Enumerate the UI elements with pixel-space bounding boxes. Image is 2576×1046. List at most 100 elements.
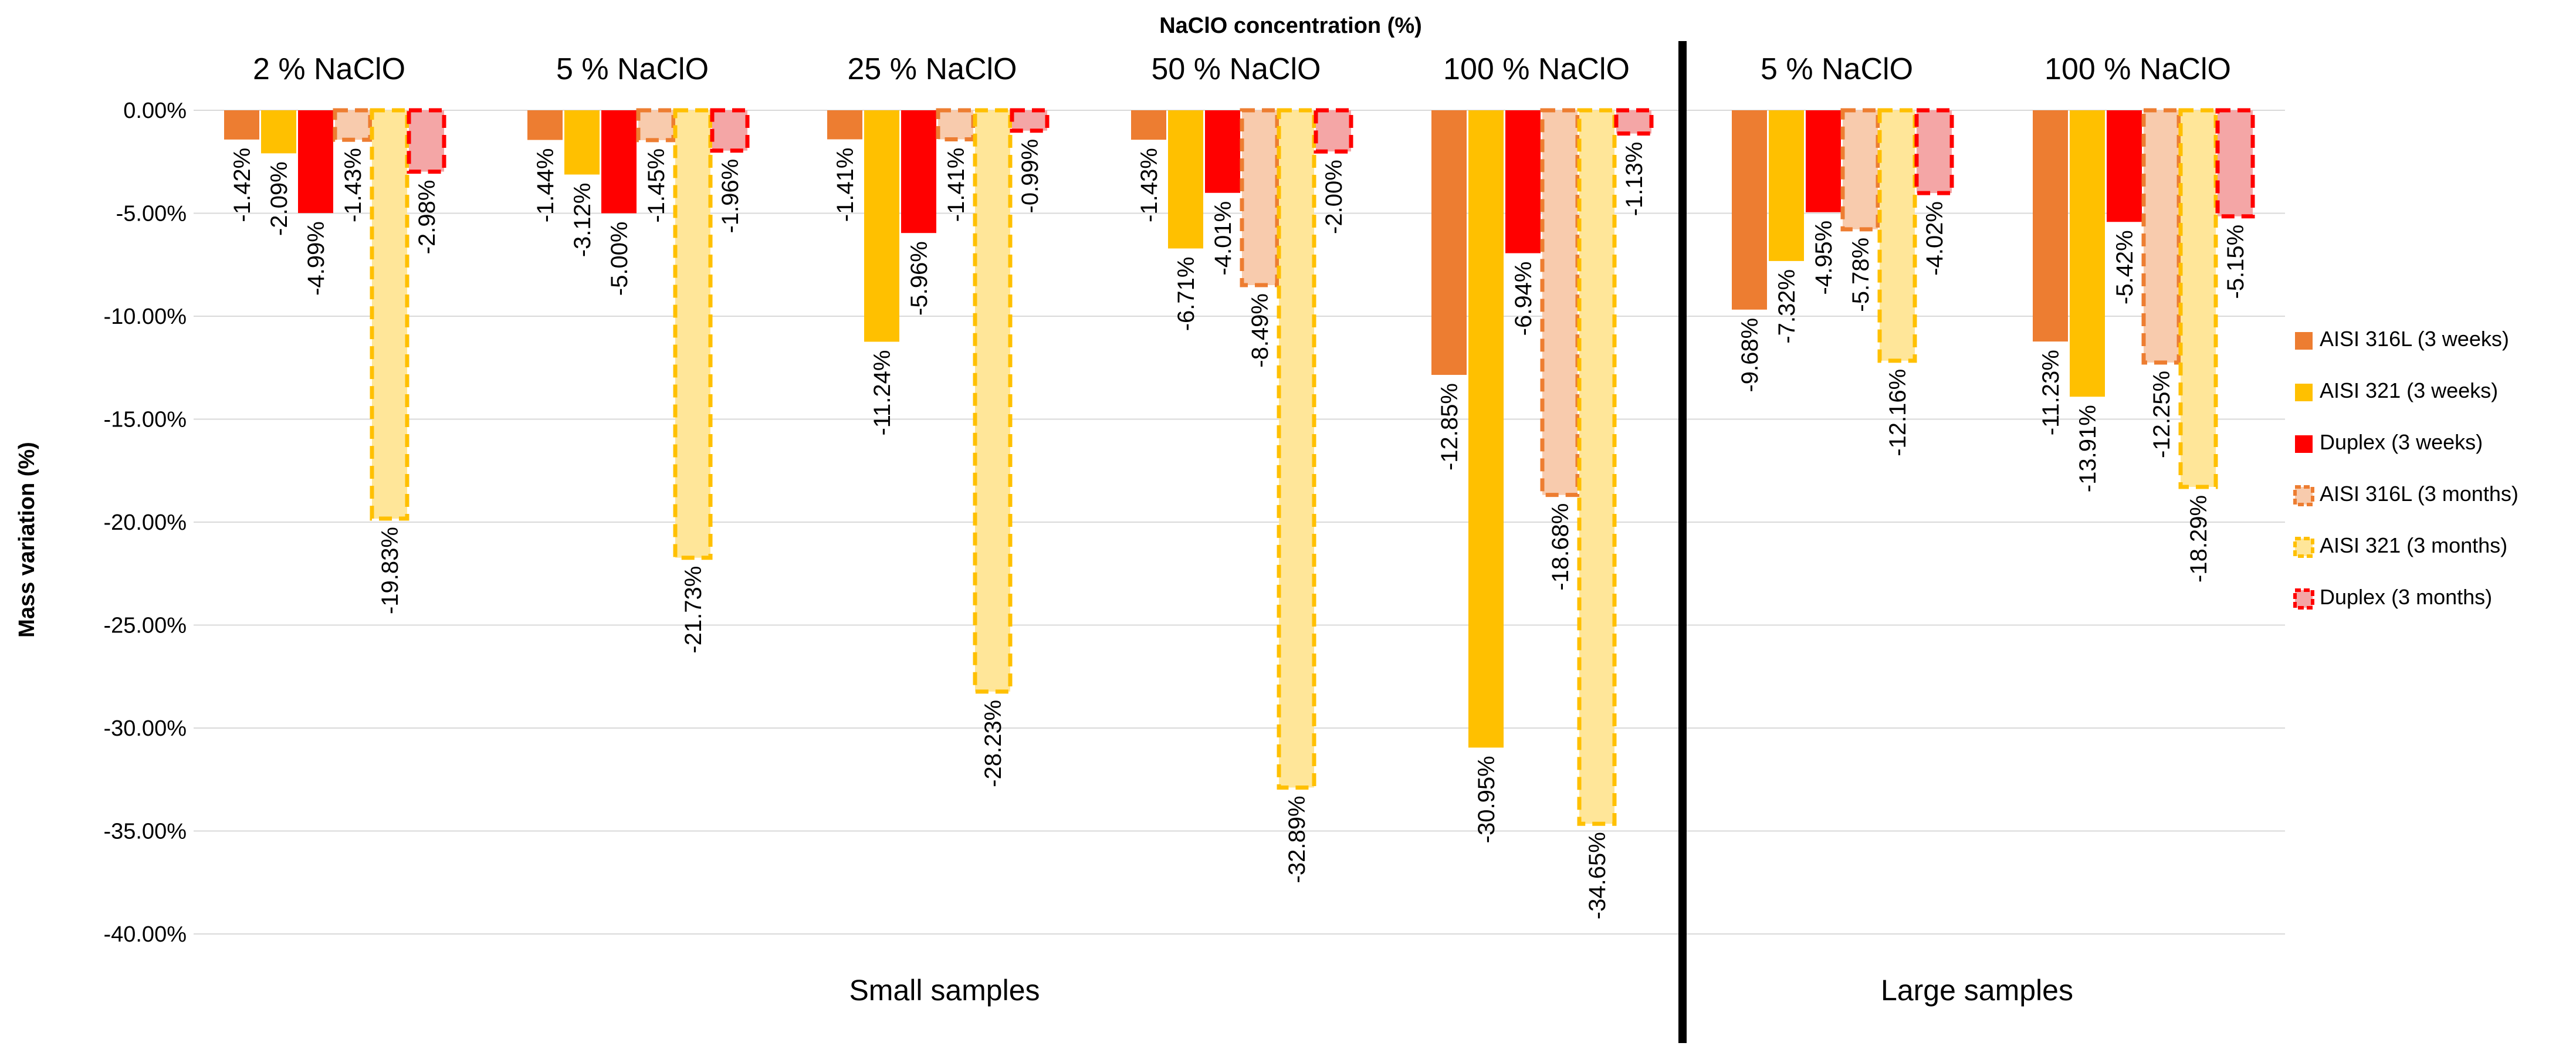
data-label: -18.29% — [2186, 495, 2212, 583]
bar — [864, 110, 899, 342]
data-label: -32.89% — [1284, 795, 1310, 883]
data-label: -6.94% — [1511, 262, 1536, 336]
data-label: -11.23% — [2038, 350, 2064, 435]
data-label: -19.83% — [377, 527, 403, 614]
y-axis-title: Mass variation (%) — [15, 442, 39, 638]
bar — [298, 110, 333, 214]
y-tick-label: 0.00% — [123, 99, 187, 123]
bar — [2033, 110, 2068, 342]
bar — [710, 108, 750, 153]
data-label: -2.98% — [414, 180, 440, 255]
bar — [636, 108, 676, 143]
bar — [1131, 110, 1166, 140]
data-label: -9.68% — [1737, 318, 1763, 392]
bar — [827, 110, 862, 140]
data-label: -5.42% — [2112, 230, 2138, 304]
bar — [1806, 110, 1841, 212]
data-label: -1.43% — [340, 148, 366, 222]
category-label: 25 % NaClO — [848, 52, 1017, 86]
bar — [370, 108, 409, 521]
legend-label: AISI 316L (3 months) — [2320, 482, 2519, 506]
data-label: -5.00% — [607, 222, 632, 296]
data-label: -21.73% — [681, 566, 706, 654]
bar — [527, 110, 563, 140]
data-label: -13.91% — [2075, 405, 2101, 492]
bar — [673, 108, 713, 560]
bar — [2215, 108, 2255, 219]
bar — [901, 110, 936, 233]
data-label: -1.44% — [533, 148, 558, 223]
data-label: -5.15% — [2223, 225, 2249, 299]
bar — [1314, 108, 1353, 154]
data-label: -1.96% — [717, 159, 743, 233]
data-label: -4.95% — [1811, 221, 1837, 295]
bar — [1468, 110, 1504, 748]
y-tick-label: -15.00% — [103, 408, 187, 432]
bar — [261, 110, 296, 154]
legend-swatch — [2295, 332, 2313, 350]
legend-swatch — [2295, 435, 2313, 453]
bar — [333, 108, 373, 142]
category-label: 50 % NaClO — [1152, 52, 1321, 86]
data-label: -5.96% — [906, 241, 932, 316]
legend-swatch — [2295, 384, 2313, 401]
data-label: -1.42% — [229, 148, 255, 222]
bar — [2107, 110, 2142, 222]
data-label: -7.32% — [1774, 269, 1800, 344]
data-label: -4.99% — [303, 221, 329, 296]
data-label: -2.00% — [1321, 160, 1347, 234]
bar — [1505, 110, 1541, 253]
legend-label: AISI 321 (3 months) — [2320, 533, 2507, 557]
bar — [1540, 108, 1580, 497]
bar — [1877, 108, 1917, 363]
bar — [564, 110, 600, 175]
chart-title: NaClO concentration (%) — [1159, 13, 1422, 38]
data-label: -1.45% — [644, 148, 669, 223]
bar — [1168, 110, 1203, 249]
data-label: -34.65% — [1585, 832, 1610, 919]
bar — [1010, 108, 1050, 133]
data-label: -1.43% — [1136, 148, 1162, 222]
bar — [1205, 110, 1240, 193]
legend-label: AISI 321 (3 weeks) — [2320, 378, 2498, 402]
bar — [1732, 110, 1767, 310]
bar — [2070, 110, 2105, 397]
category-label: 100 % NaClO — [2044, 52, 2231, 86]
y-tick-label: -20.00% — [103, 510, 187, 535]
legend-swatch — [2293, 588, 2314, 610]
bar — [973, 108, 1013, 694]
data-label: -12.85% — [1437, 383, 1463, 470]
bar — [1769, 110, 1804, 261]
y-tick-label: -35.00% — [103, 820, 187, 844]
bar — [601, 110, 637, 214]
y-tick-label: -25.00% — [103, 614, 187, 638]
bar — [1431, 110, 1467, 375]
data-label: -5.78% — [1848, 238, 1874, 312]
data-label: -2.09% — [266, 161, 292, 236]
bar — [407, 108, 446, 174]
bar — [1277, 108, 1316, 790]
data-label: -4.02% — [1922, 201, 1948, 276]
y-tick-label: -10.00% — [103, 304, 187, 329]
data-label: -11.24% — [869, 350, 895, 436]
legend-label: AISI 316L (3 weeks) — [2320, 327, 2509, 351]
data-label: -1.41% — [832, 147, 858, 222]
data-label: -3.12% — [570, 183, 595, 258]
y-tick-label: -5.00% — [116, 202, 187, 226]
data-label: -1.41% — [943, 147, 969, 222]
legend-label: Duplex (3 weeks) — [2320, 430, 2483, 454]
y-tick-label: -40.00% — [103, 922, 187, 947]
data-label: -18.68% — [1548, 503, 1573, 591]
category-label: 2 % NaClO — [253, 52, 405, 86]
category-label: 100 % NaClO — [1443, 52, 1630, 86]
section-label: Large samples — [1881, 974, 2073, 1007]
data-label: -30.95% — [1474, 756, 1499, 843]
data-label: -6.71% — [1173, 257, 1199, 331]
data-label: -4.01% — [1210, 201, 1236, 276]
data-label: -28.23% — [980, 700, 1006, 787]
data-label: -12.25% — [2149, 371, 2175, 458]
bar — [2141, 108, 2181, 365]
legend-label: Duplex (3 months) — [2320, 585, 2492, 609]
